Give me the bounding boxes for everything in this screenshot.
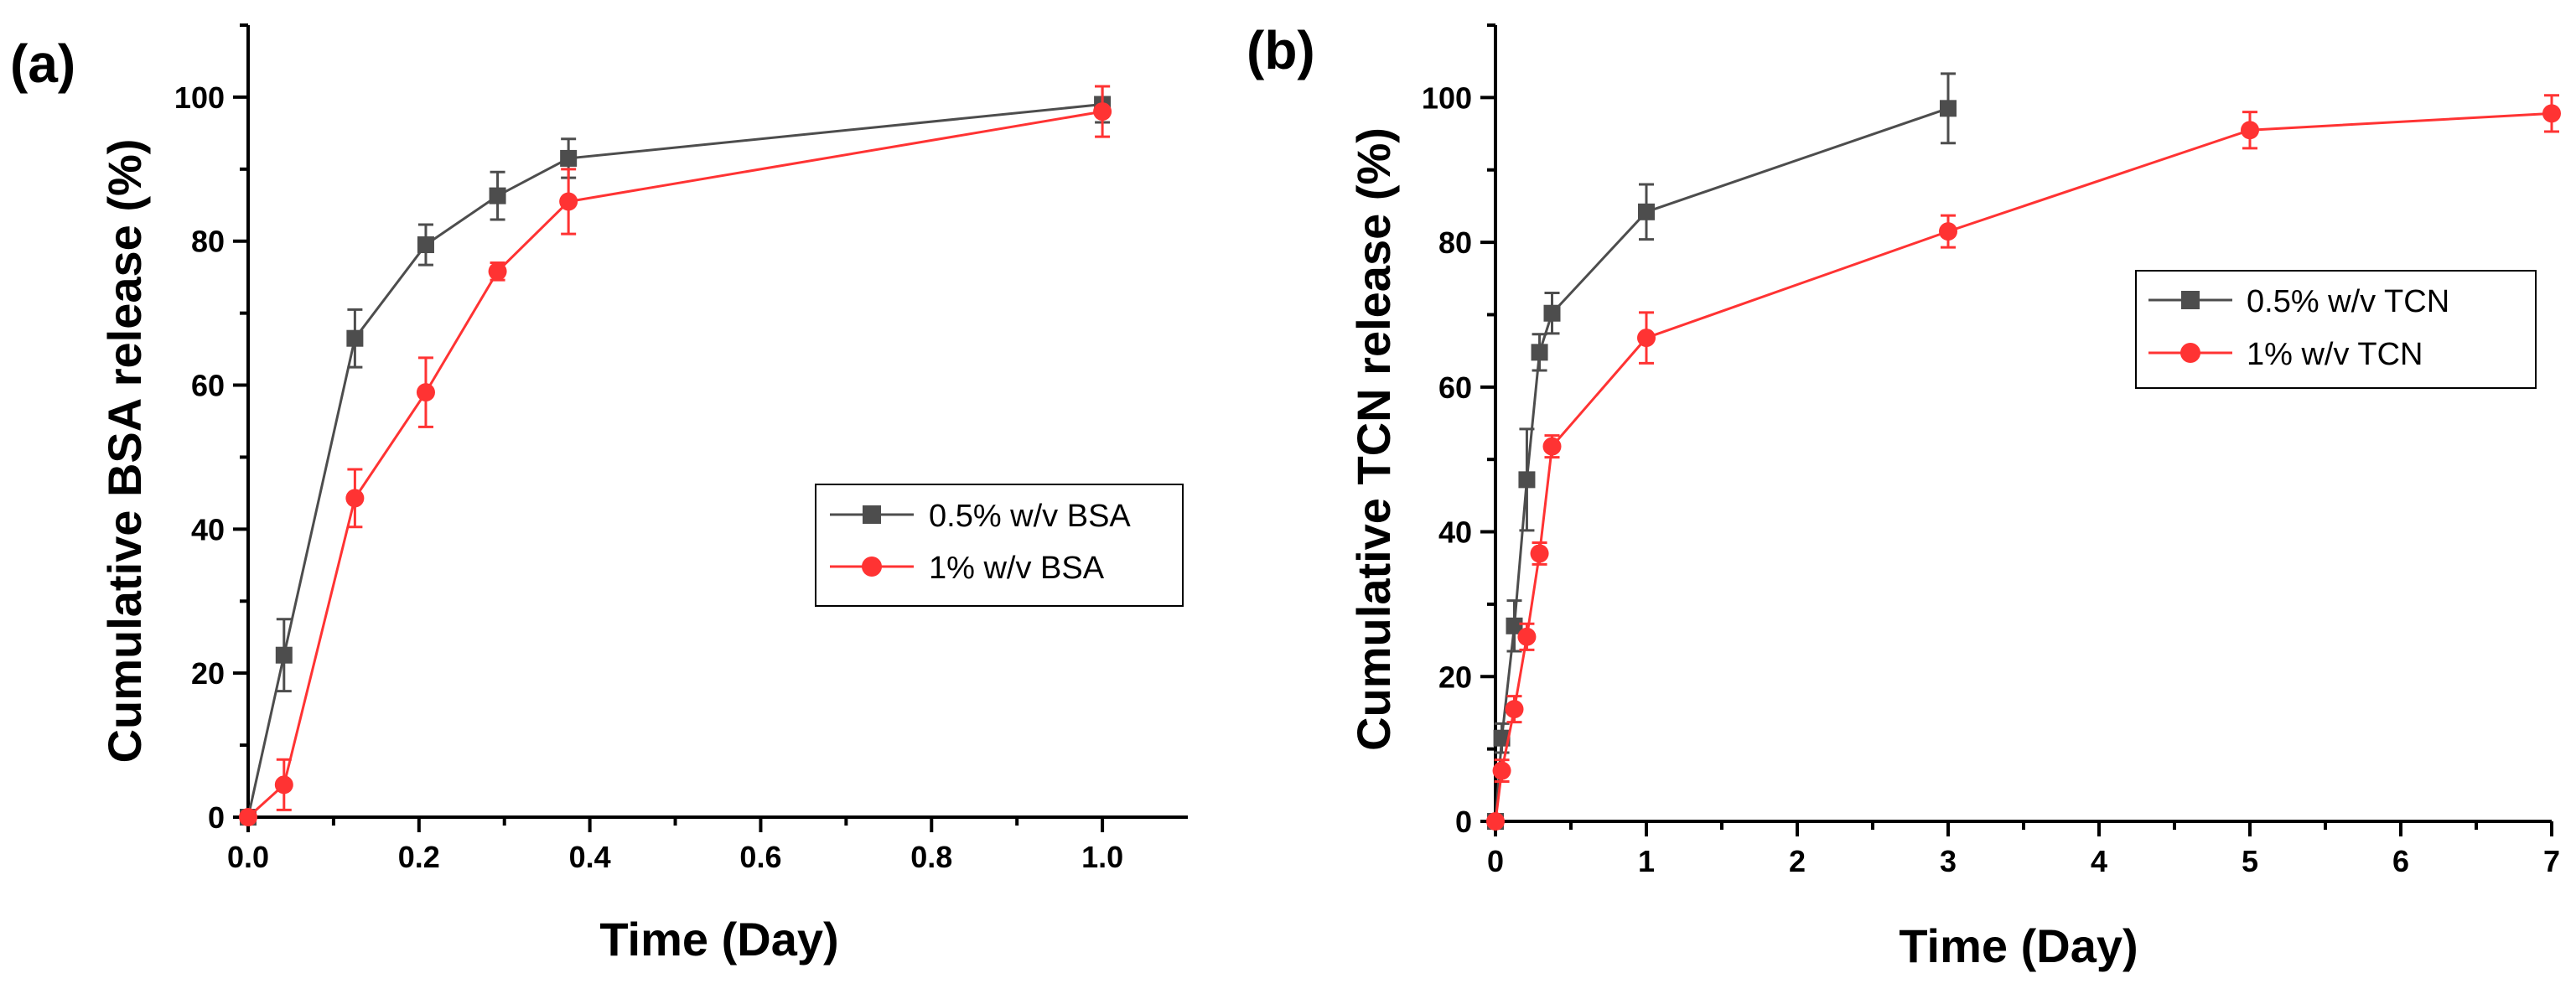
panel-a-y-tick-label: 40	[191, 512, 225, 546]
panel-a-series-1-point	[345, 489, 365, 508]
panel-b-series-0	[1487, 72, 1957, 830]
panel-a-axes	[246, 25, 1188, 819]
panel-b-y-axis-title: Cumulative TCN release (%)	[1347, 127, 1400, 751]
panel-b-series	[1486, 72, 2561, 831]
panel-a-series	[239, 85, 1112, 826]
panel-a-x-tick-label: 0.0	[227, 840, 269, 874]
panel-b-series-1-point	[1530, 544, 1549, 563]
panel-b-series-1-line	[1494, 111, 2553, 822]
panel-a-series-1	[239, 85, 1112, 826]
panel-b-y-tick-label: 40	[1438, 515, 1472, 550]
panel-a-y-tick-label: 80	[191, 225, 225, 259]
panel-b-series-0-point	[1531, 344, 1548, 361]
panel-b-y-tick-label: 80	[1438, 225, 1472, 260]
panel-b-axes	[1494, 25, 2552, 823]
panel-b-x-tick-label: 7	[2543, 844, 2560, 878]
panel-a-series-0-point	[346, 329, 364, 347]
panel-b-legend-marker-0	[2181, 291, 2200, 309]
panel-a-x-tick-label: 0.2	[398, 840, 440, 874]
panel-b-y-tick-label: 20	[1438, 660, 1472, 694]
panel-a-x-tick-label: 0.6	[739, 840, 781, 874]
panel-b-x-ticks: 0 1 2 3 4 5 6 7	[1487, 821, 2560, 878]
panel-b-x-tick-label: 3	[1940, 844, 1957, 878]
panel-a-legend-box	[815, 484, 1184, 607]
panel-a-y-tick-label: 0	[208, 800, 225, 835]
panel-a-series-1-point	[239, 808, 257, 826]
panel-b-y-tick-label: 100	[1422, 80, 1472, 115]
panel-a-series-1-point	[1093, 102, 1112, 122]
panel-a-x-tick-label: 0.4	[569, 840, 611, 874]
panel-b-y-ticks: 0 20 40 60 80 100	[1422, 23, 1495, 839]
panel-b-series-0-line	[1494, 106, 1949, 822]
panel-a-series-1-point	[274, 775, 293, 795]
panel-b-series-1-point	[1492, 761, 1511, 780]
panel-b-x-tick-label: 6	[2392, 844, 2409, 878]
panel-b-x-tick-label: 0	[1487, 844, 1504, 878]
panel-a-legend: 0.5% w/v BSA 1% w/v BSA	[815, 484, 1184, 607]
panel-b-series-1-point	[1505, 700, 1524, 719]
panel-b-x-tick-label: 1	[1638, 844, 1655, 878]
panel-a-series-0-line	[246, 103, 1103, 818]
panel-b-legend-label-0: 0.5% w/v TCN	[2247, 284, 2449, 319]
panel-a-series-0-point	[560, 149, 578, 167]
panel-b-series-1-point	[1637, 329, 1656, 348]
panel-b-series-1-point	[1542, 437, 1562, 456]
panel-a-legend-label-1: 1% w/v BSA	[929, 551, 1105, 586]
panel-b-x-tick-label: 5	[2242, 844, 2258, 878]
panel-a-series-1-point	[559, 192, 578, 211]
panel-a-legend-marker-0	[863, 505, 881, 524]
panel-b-series-1-point	[1939, 222, 1957, 241]
panel-b-x-tick-label: 2	[1789, 844, 1806, 878]
panel-b-series-0-point	[1940, 100, 1957, 117]
panel-a-y-tick-label: 20	[191, 656, 225, 691]
panel-b-series-1-point	[2542, 104, 2561, 123]
panel-b-series-1-point	[2241, 121, 2259, 140]
panel-a-x-axis-title: Time (Day)	[599, 913, 838, 966]
panel-a: (a) Cumulative BSA release (%) Time (Day…	[10, 23, 1188, 966]
panel-a-series-1-line	[246, 110, 1103, 819]
panel-b-legend-marker-1	[2180, 343, 2200, 363]
panel-b-legend-label-1: 1% w/v TCN	[2247, 337, 2423, 372]
panel-b-series-0-point	[1638, 203, 1655, 220]
panel-a-series-1-point	[416, 383, 435, 402]
panel-a-y-ticks: 0 20 40 60 80 100	[174, 23, 248, 835]
panel-a-legend-label-0: 0.5% w/v BSA	[929, 499, 1131, 534]
panel-b-series-1	[1486, 94, 2561, 831]
panel-b-series-0-point	[1518, 471, 1536, 489]
panel-b-series-0-point	[1543, 304, 1561, 322]
panel-b: (b) Cumulative TCN release (%) Time (Day…	[1247, 20, 2561, 972]
panel-b-x-tick-label: 4	[2091, 844, 2107, 878]
panel-a-legend-marker-1	[862, 557, 882, 577]
panel-a-series-0-point	[489, 187, 506, 204]
panel-b-series-0-point	[1493, 729, 1511, 747]
panel-a-x-tick-label: 1.0	[1081, 840, 1123, 874]
panel-a-y-axis-title: Cumulative BSA release (%)	[98, 139, 151, 764]
panel-a-x-ticks: 0.0 0.2 0.4 0.6 0.8 1.0	[227, 817, 1123, 874]
panel-a-y-tick-label: 60	[191, 369, 225, 403]
panel-a-series-0-point	[417, 236, 434, 254]
panel-a-series-1-point	[488, 261, 507, 281]
panel-a-label: (a)	[10, 34, 75, 94]
panel-a-series-0-point	[275, 646, 293, 664]
panel-b-legend-box	[2135, 270, 2537, 389]
panel-a-x-tick-label: 0.8	[910, 840, 952, 874]
panel-b-label: (b)	[1247, 20, 1315, 80]
panel-b-x-axis-title: Time (Day)	[1899, 919, 2138, 972]
panel-b-y-tick-label: 60	[1438, 370, 1472, 405]
panel-b-legend: 0.5% w/v TCN 1% w/v TCN	[2135, 270, 2537, 389]
panel-a-y-tick-label: 100	[174, 80, 225, 115]
panel-b-series-1-point	[1517, 627, 1537, 646]
panel-b-series-1-point	[1486, 812, 1505, 831]
panel-a-series-0	[240, 85, 1112, 826]
panel-b-y-tick-label: 0	[1455, 805, 1472, 839]
panel-b-series-0-point	[1506, 617, 1523, 634]
